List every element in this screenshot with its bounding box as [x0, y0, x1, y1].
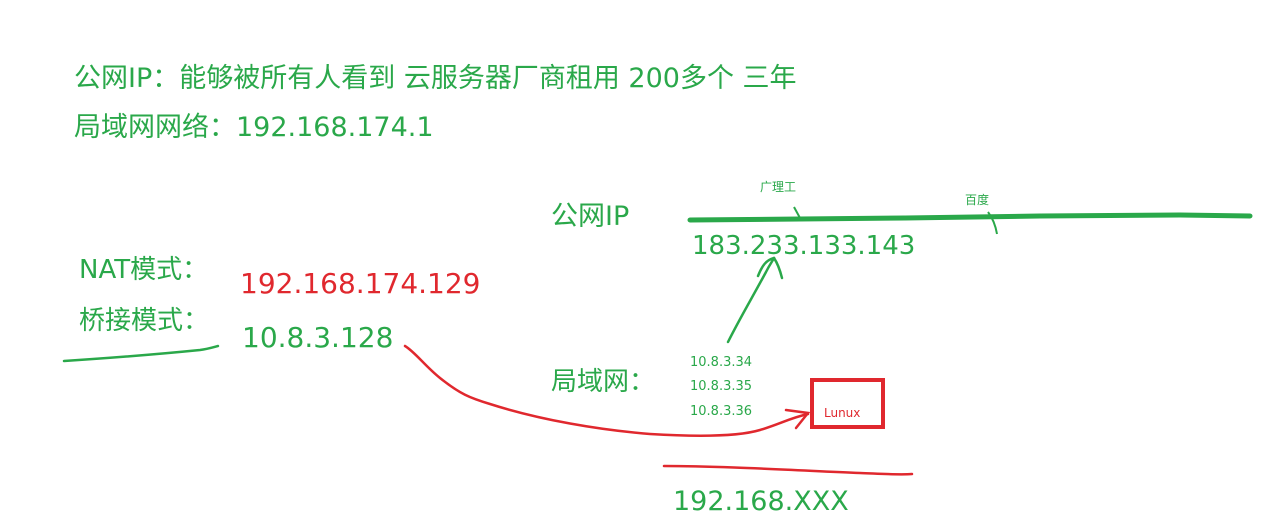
node-tick-baidu — [987, 211, 998, 235]
subnet-label: 192.168.XXX — [673, 486, 849, 517]
bridge-mode-label: 桥接模式： — [79, 306, 210, 336]
subnet-underline — [662, 464, 914, 476]
node-label-baidu: 百度 — [965, 193, 990, 207]
note-lan: 局域网网络：192.168.174.1 — [74, 112, 434, 143]
nat-arrow-shaft — [726, 256, 776, 344]
public-ip-address: 183.233.133.143 — [692, 231, 916, 261]
public-ip-label: 公网IP — [551, 201, 630, 232]
nat-mode-label: NAT模式： — [79, 255, 209, 285]
linux-box-label: Lunux — [824, 406, 861, 420]
public-network-line — [687, 212, 1253, 223]
lan-label: 局域网： — [551, 367, 656, 397]
note-public-ip: 公网IP：能够被所有人看到 云服务器厂商租用 200多个 三年 — [74, 63, 797, 94]
lan-ip-2: 10.8.3.35 — [690, 379, 753, 394]
bridge-mode-ip: 10.8.3.128 — [242, 321, 394, 354]
nat-arrow-head — [756, 256, 784, 280]
bridge-underline — [62, 344, 220, 363]
lan-ip-3: 10.8.3.36 — [690, 404, 753, 419]
bridge-arrow-head — [784, 408, 811, 430]
node-label-guangligong: 广理工 — [760, 180, 797, 194]
lan-ip-1: 10.8.3.34 — [690, 355, 753, 370]
nat-mode-ip: 192.168.174.129 — [240, 267, 481, 300]
node-tick-guangligong — [793, 206, 801, 219]
